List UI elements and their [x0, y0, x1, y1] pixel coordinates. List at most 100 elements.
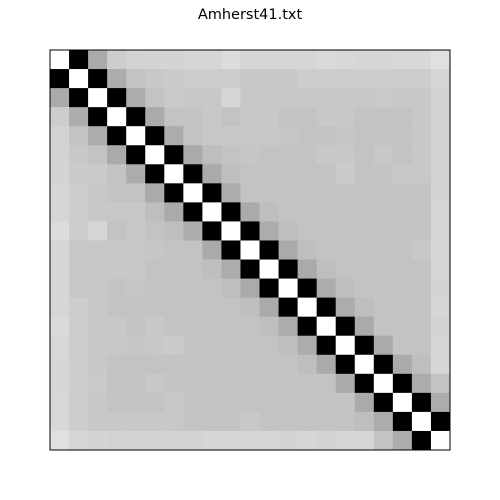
heatmap-cell-15-8	[202, 335, 222, 356]
heatmap-cell-20-12	[278, 430, 299, 451]
heatmap-cell-10-6	[164, 240, 184, 260]
heatmap-cell-8-11	[259, 202, 279, 222]
heatmap-cell-8-12	[278, 202, 299, 222]
heatmap-cell-18-14	[316, 392, 337, 413]
heatmap-cell-13-13	[297, 297, 318, 318]
heatmap-cell-7-16	[354, 183, 375, 203]
heatmap-cell-13-14	[316, 297, 337, 318]
heatmap-cell-4-1	[69, 126, 89, 146]
heatmap-cell-1-17	[373, 69, 394, 89]
heatmap-cell-10-10	[240, 240, 260, 260]
heatmap-cell-3-3	[107, 107, 127, 127]
heatmap-cell-4-17	[373, 126, 394, 146]
heatmap-cell-5-11	[259, 145, 279, 165]
heatmap-cell-3-4	[126, 107, 146, 127]
heatmap-cell-2-4	[126, 88, 146, 108]
heatmap-cell-11-12	[278, 259, 299, 279]
heatmap-cell-12-6	[164, 278, 184, 299]
heatmap-cell-2-19	[411, 88, 432, 108]
heatmap-cell-9-10	[240, 221, 260, 241]
heatmap-cell-7-11	[259, 183, 279, 203]
heatmap-cell-1-20	[430, 69, 451, 89]
heatmap-cell-19-10	[240, 411, 260, 432]
heatmap-cell-18-11	[259, 392, 279, 413]
heatmap-cell-11-13	[297, 259, 318, 279]
heatmap-cell-5-10	[240, 145, 260, 165]
heatmap-cell-20-18	[392, 430, 413, 451]
heatmap-cell-12-14	[316, 278, 337, 299]
heatmap-cell-0-19	[411, 50, 432, 70]
heatmap-cell-15-10	[240, 335, 260, 356]
heatmap-cell-11-16	[354, 259, 375, 279]
heatmap-cell-14-5	[145, 316, 165, 337]
heatmap-cell-7-7	[183, 183, 203, 203]
heatmap-cell-12-10	[240, 278, 260, 299]
heatmap-cell-1-19	[411, 69, 432, 89]
heatmap-cell-6-15	[335, 164, 356, 184]
heatmap-cell-9-18	[392, 221, 413, 241]
heatmap-cell-17-19	[411, 373, 432, 394]
heatmap-cell-5-2	[88, 145, 108, 165]
heatmap-cell-9-3	[107, 221, 127, 241]
heatmap-cell-9-13	[297, 221, 318, 241]
heatmap-cell-19-5	[145, 411, 165, 432]
heatmap-cell-18-16	[354, 392, 375, 413]
heatmap-cell-17-11	[259, 373, 279, 394]
heatmap-cell-6-7	[183, 164, 203, 184]
heatmap-cell-2-9	[221, 88, 241, 108]
heatmap-cell-19-20	[430, 411, 451, 432]
heatmap-cell-5-8	[202, 145, 222, 165]
heatmap-cell-1-12	[278, 69, 299, 89]
heatmap-cell-15-15	[335, 335, 356, 356]
heatmap-cell-14-17	[373, 316, 394, 337]
heatmap-cell-16-5	[145, 354, 165, 375]
heatmap-cell-7-1	[69, 183, 89, 203]
heatmap-cell-16-16	[354, 354, 375, 375]
heatmap-cell-1-8	[202, 69, 222, 89]
heatmap-cell-5-5	[145, 145, 165, 165]
heatmap-cell-16-3	[107, 354, 127, 375]
heatmap-cell-16-8	[202, 354, 222, 375]
heatmap-cell-17-18	[392, 373, 413, 394]
heatmap-cell-10-3	[107, 240, 127, 260]
heatmap-cell-13-3	[107, 297, 127, 318]
heatmap-cell-0-11	[259, 50, 279, 70]
heatmap-cell-4-19	[411, 126, 432, 146]
heatmap-cell-17-1	[69, 373, 89, 394]
heatmap-cell-6-14	[316, 164, 337, 184]
heatmap-cell-9-19	[411, 221, 432, 241]
heatmap-cell-20-20	[430, 430, 451, 451]
heatmap-cell-13-2	[88, 297, 108, 318]
heatmap-cell-7-0	[50, 183, 70, 203]
heatmap-cell-9-5	[145, 221, 165, 241]
heatmap-cell-2-10	[240, 88, 260, 108]
heatmap-cell-8-14	[316, 202, 337, 222]
heatmap-cell-3-7	[183, 107, 203, 127]
heatmap-cell-15-18	[392, 335, 413, 356]
heatmap-cell-5-3	[107, 145, 127, 165]
heatmap-cell-0-3	[107, 50, 127, 70]
heatmap-cell-7-3	[107, 183, 127, 203]
heatmap-cell-18-5	[145, 392, 165, 413]
heatmap-cell-6-9	[221, 164, 241, 184]
heatmap-cell-16-6	[164, 354, 184, 375]
heatmap-cell-14-6	[164, 316, 184, 337]
heatmap-cell-4-6	[164, 126, 184, 146]
heatmap-cell-18-18	[392, 392, 413, 413]
heatmap-cell-7-6	[164, 183, 184, 203]
heatmap-cell-3-16	[354, 107, 375, 127]
heatmap-cell-6-2	[88, 164, 108, 184]
heatmap-cell-18-2	[88, 392, 108, 413]
heatmap-cell-11-10	[240, 259, 260, 279]
heatmap-cell-9-4	[126, 221, 146, 241]
heatmap-cell-17-8	[202, 373, 222, 394]
heatmap-cell-14-8	[202, 316, 222, 337]
heatmap-cell-16-2	[88, 354, 108, 375]
heatmap-cell-19-3	[107, 411, 127, 432]
heatmap-cell-18-15	[335, 392, 356, 413]
heatmap-cell-18-6	[164, 392, 184, 413]
heatmap-cell-14-0	[50, 316, 70, 337]
heatmap-cell-2-8	[202, 88, 222, 108]
heatmap-cell-19-9	[221, 411, 241, 432]
